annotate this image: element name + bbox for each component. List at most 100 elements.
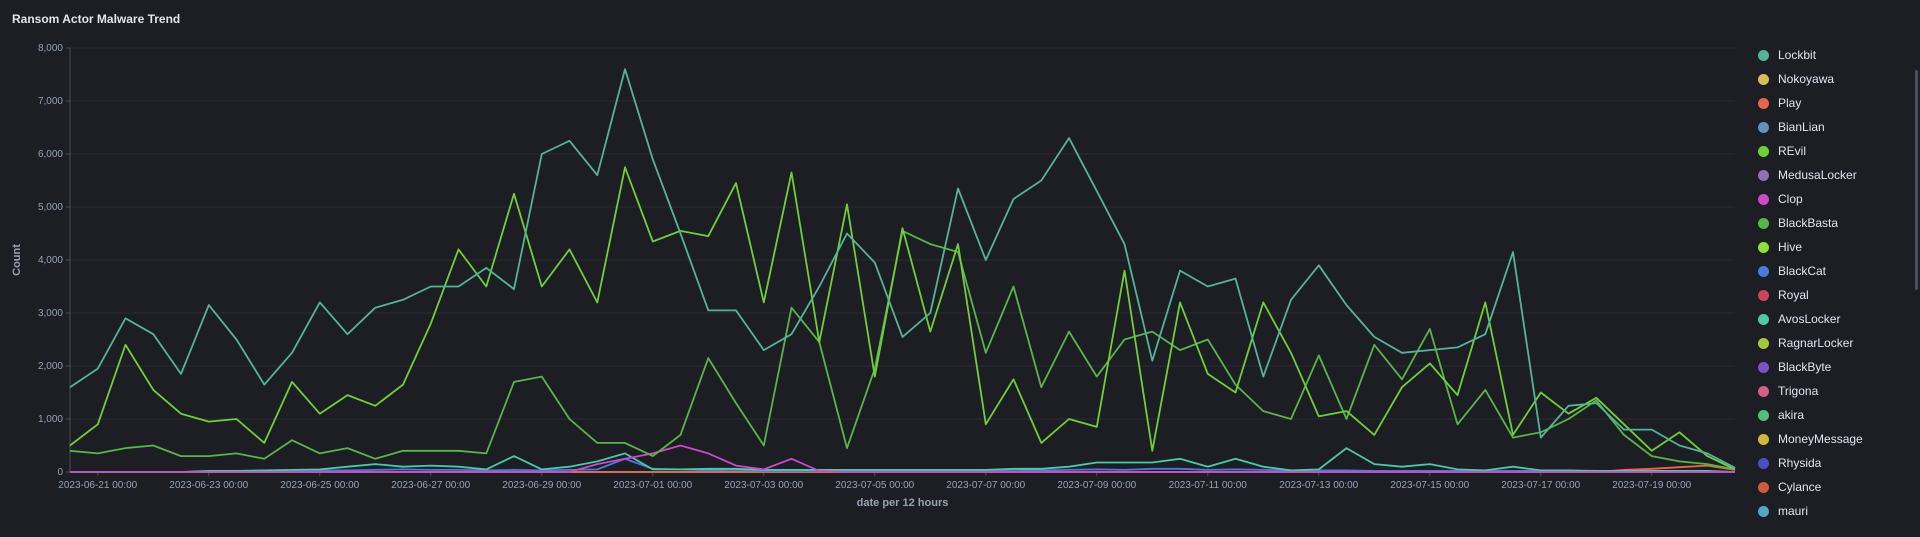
series-line-blackcat[interactable] <box>70 457 1736 473</box>
line-chart[interactable]: 0 1,000 2,000 3,000 4,000 5,000 6,000 7,000 8,00… <box>0 0 1740 537</box>
legend-label: Clop <box>1778 192 1803 206</box>
legend-item-royal[interactable]: Royal <box>1758 283 1908 307</box>
legend-item-nokoyawa[interactable]: Nokoyawa <box>1758 67 1908 91</box>
x-tick-label: 2023-06-29 00:00 <box>502 480 581 491</box>
x-tick-label: 2023-07-11 00:00 <box>1169 480 1248 491</box>
x-axis-title: date per 12 hours <box>857 497 949 509</box>
series-line-lockbit[interactable] <box>69 68 1736 469</box>
legend-swatch <box>1758 241 1769 253</box>
legend-label: Nokoyawa <box>1778 72 1835 86</box>
x-tick-label: 2023-06-23 00:00 <box>169 480 248 491</box>
legend-swatch <box>1758 385 1769 397</box>
x-tick-label: 2023-06-27 00:00 <box>391 480 470 491</box>
legend-item-revil[interactable]: REvil <box>1758 139 1908 163</box>
x-tick-label: 2023-07-13 00:00 <box>1279 480 1358 491</box>
legend-item-blackcat[interactable]: BlackCat <box>1758 259 1908 283</box>
legend-label: akira <box>1778 408 1805 422</box>
y-axis-ticks: 0 1,000 2,000 3,000 4,000 5,000 6,000 7,000 8,00… <box>38 43 70 478</box>
legend-item-hive[interactable]: Hive <box>1758 235 1908 259</box>
legend-item-bianlian[interactable]: BianLian <box>1758 115 1908 139</box>
legend-item-trigona[interactable]: Trigona <box>1758 379 1908 403</box>
legend-swatch <box>1758 193 1769 205</box>
legend-item-avoslocker[interactable]: AvosLocker <box>1758 307 1908 331</box>
legend-swatch <box>1758 337 1769 349</box>
legend-label: AvosLocker <box>1778 312 1841 326</box>
y-tick-label: 8,000 <box>38 43 63 54</box>
legend-label: BlackBasta <box>1778 216 1839 230</box>
legend: Lockbit Nokoyawa Play BianLian REvil MedusaLo… <box>1758 43 1908 523</box>
y-tick-label: 0 <box>57 467 63 478</box>
legend-swatch <box>1758 49 1769 61</box>
legend-swatch <box>1758 409 1769 421</box>
legend-label: Cylance <box>1778 480 1822 494</box>
legend-item-cylance[interactable]: Cylance <box>1758 475 1908 499</box>
y-tick-label: 3,000 <box>38 308 63 319</box>
legend-label: Royal <box>1778 288 1809 302</box>
legend-item-akira[interactable]: akira <box>1758 403 1908 427</box>
legend-label: Hive <box>1778 240 1803 254</box>
legend-label: mauri <box>1778 504 1809 518</box>
legend-swatch <box>1758 361 1769 373</box>
legend-item-blackbasta[interactable]: BlackBasta <box>1758 211 1908 235</box>
legend-swatch <box>1758 289 1769 301</box>
legend-label: Rhysida <box>1778 456 1822 470</box>
legend-label: BianLian <box>1778 120 1825 134</box>
legend-swatch <box>1758 217 1769 229</box>
x-tick-label: 2023-07-15 00:00 <box>1390 480 1469 491</box>
legend-swatch <box>1758 433 1769 445</box>
legend-label: Lockbit <box>1778 48 1817 62</box>
legend-item-mauri[interactable]: mauri <box>1758 499 1908 523</box>
legend-swatch <box>1758 265 1769 277</box>
legend-swatch <box>1758 505 1769 517</box>
legend-label: MoneyMessage <box>1778 432 1863 446</box>
y-tick-label: 2,000 <box>38 361 63 372</box>
x-tick-label: 2023-07-05 00:00 <box>835 480 914 491</box>
x-tick-label: 2023-07-09 00:00 <box>1057 480 1136 491</box>
legend-label: BlackCat <box>1778 264 1827 278</box>
y-tick-label: 4,000 <box>38 255 63 266</box>
legend-item-medusalocker[interactable]: MedusaLocker <box>1758 163 1908 187</box>
x-tick-label: 2023-06-21 00:00 <box>58 480 137 491</box>
x-tick-label: 2023-07-07 00:00 <box>946 480 1025 491</box>
legend-item-rhysida[interactable]: Rhysida <box>1758 451 1908 475</box>
legend-item-play[interactable]: Play <box>1758 91 1908 115</box>
series-line-clop[interactable] <box>70 444 1735 473</box>
legend-item-lockbit[interactable]: Lockbit <box>1758 43 1908 67</box>
legend-label: MedusaLocker <box>1778 168 1857 182</box>
series-line-blackbasta[interactable] <box>69 229 1736 471</box>
series-lines <box>69 68 1736 473</box>
legend-swatch <box>1758 457 1769 469</box>
y-tick-label: 5,000 <box>38 202 63 213</box>
y-axis-title: Count <box>11 244 23 276</box>
legend-swatch <box>1758 145 1769 157</box>
x-tick-label: 2023-07-01 00:00 <box>613 480 692 491</box>
legend-swatch <box>1758 169 1769 181</box>
x-tick-label: 2023-07-03 00:00 <box>724 480 803 491</box>
legend-label: RagnarLocker <box>1778 336 1854 350</box>
legend-swatch <box>1758 73 1769 85</box>
x-tick-label: 2023-07-17 00:00 <box>1501 480 1580 491</box>
legend-label: Play <box>1778 96 1802 110</box>
y-tick-label: 1,000 <box>38 414 63 425</box>
series-line-revil[interactable] <box>69 166 1736 471</box>
legend-scrollbar[interactable] <box>1915 70 1918 290</box>
legend-label: REvil <box>1778 144 1807 158</box>
legend-item-ragnarlocker[interactable]: RagnarLocker <box>1758 331 1908 355</box>
legend-item-blackbyte[interactable]: BlackByte <box>1758 355 1908 379</box>
legend-label: BlackByte <box>1778 360 1832 374</box>
legend-label: Trigona <box>1778 384 1819 398</box>
legend-item-clop[interactable]: Clop <box>1758 187 1908 211</box>
x-axis-ticks: 2023-06-21 00:00 2023-06-23 00:00 2023-06-… <box>58 472 1692 491</box>
x-tick-label: 2023-06-25 00:00 <box>280 480 359 491</box>
grid <box>70 47 1735 473</box>
panel-title: Ransom Actor Malware Trend <box>12 12 181 26</box>
series-line-avoslocker[interactable] <box>70 447 1736 473</box>
y-tick-label: 6,000 <box>38 149 63 160</box>
legend-item-moneymessage[interactable]: MoneyMessage <box>1758 427 1908 451</box>
legend-swatch <box>1758 481 1769 493</box>
legend-swatch <box>1758 313 1769 325</box>
x-tick-label: 2023-07-19 00:00 <box>1612 480 1691 491</box>
legend-swatch <box>1758 121 1769 133</box>
legend-swatch <box>1758 97 1769 109</box>
